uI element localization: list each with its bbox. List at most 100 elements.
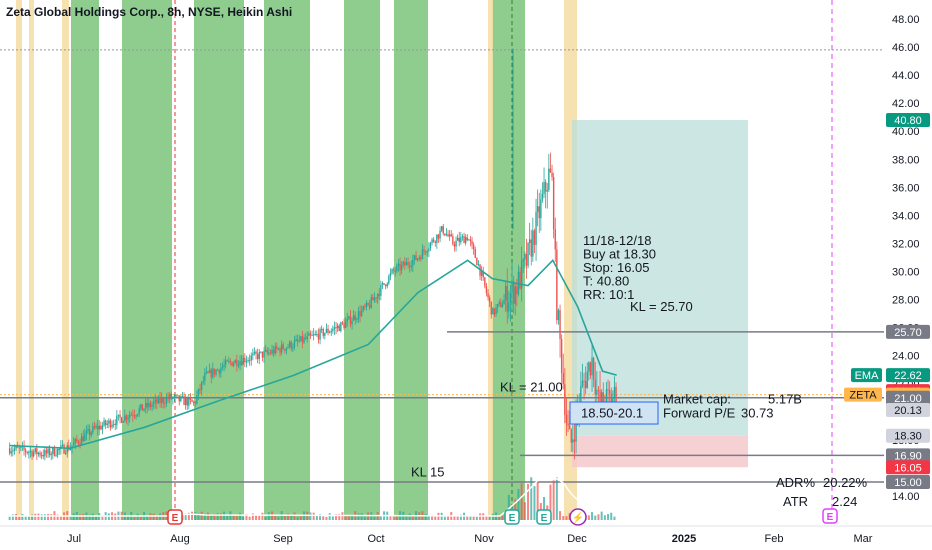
candle — [296, 339, 299, 342]
volume-bar — [299, 515, 302, 520]
candle — [152, 402, 155, 405]
candle — [466, 237, 468, 241]
volume-bar — [27, 516, 30, 520]
price-tick: 42.00 — [892, 98, 920, 110]
volume-bar — [59, 516, 62, 520]
volume-bar — [408, 513, 411, 520]
candle — [124, 415, 126, 422]
volume-bar — [610, 512, 613, 520]
candles — [8, 48, 617, 461]
candle — [157, 397, 160, 404]
trade-note: T: 40.80 — [583, 273, 629, 288]
candle — [421, 249, 424, 260]
candle — [216, 369, 219, 371]
volume-bar — [607, 514, 610, 520]
candle — [127, 417, 129, 420]
candle — [213, 368, 216, 375]
volume-bar — [517, 489, 520, 520]
price-tag — [886, 448, 930, 463]
candle — [612, 397, 614, 403]
candle — [503, 299, 505, 305]
candle — [314, 334, 316, 336]
candle — [500, 302, 502, 308]
time-tick: Aug — [170, 533, 190, 545]
candle — [552, 177, 555, 230]
candle — [608, 390, 611, 394]
candle — [322, 329, 324, 336]
volume-bar — [287, 513, 290, 520]
candle — [133, 415, 136, 417]
candle — [151, 404, 153, 407]
candle — [324, 332, 326, 336]
candle — [312, 334, 315, 336]
candle — [72, 442, 75, 446]
volume-bar — [559, 511, 562, 520]
candle — [44, 450, 46, 457]
candle — [588, 362, 590, 372]
candle — [176, 395, 179, 397]
candle — [378, 293, 380, 296]
candle — [47, 448, 49, 454]
price-tick: 48.00 — [892, 14, 920, 26]
candle — [48, 448, 51, 456]
candle — [562, 373, 564, 385]
time-axis[interactable]: Jul Aug Sep Oct Nov Dec 2025 Feb Mar — [0, 525, 932, 550]
candle — [316, 333, 318, 335]
volume-bar — [491, 513, 494, 520]
price-tag-value: 25.70 — [894, 327, 922, 339]
volume-bar — [139, 516, 142, 520]
candle — [256, 353, 259, 360]
candle — [455, 240, 457, 247]
candle — [492, 308, 494, 315]
candle — [207, 371, 209, 373]
price-tag-label-box — [851, 368, 882, 383]
candle — [359, 311, 361, 317]
grid — [174, 0, 833, 520]
volume-bar — [459, 514, 462, 520]
candle — [63, 444, 65, 454]
green-band — [344, 0, 380, 520]
candle — [191, 399, 193, 402]
candle — [530, 239, 532, 257]
volume-bar — [191, 511, 194, 520]
candle — [384, 284, 387, 287]
candle — [485, 286, 488, 294]
volume-bar — [479, 513, 482, 520]
volume-bar — [184, 513, 187, 520]
candle — [420, 257, 422, 260]
volume-bar — [536, 481, 539, 520]
volume-bar — [555, 477, 558, 520]
candle — [520, 260, 523, 289]
candle — [429, 242, 432, 249]
candle — [602, 392, 604, 406]
volume-bar — [312, 512, 315, 520]
candle — [597, 389, 600, 391]
price-tag-value: 20.13 — [894, 405, 922, 417]
candle — [599, 390, 601, 404]
yellow-band — [62, 0, 69, 520]
candle — [506, 285, 508, 312]
candle — [104, 420, 107, 425]
candle — [488, 297, 491, 302]
candle — [196, 395, 198, 404]
volume-bar — [594, 515, 597, 520]
green-band — [492, 0, 525, 520]
candle — [98, 425, 100, 430]
candle — [527, 242, 529, 266]
candle — [293, 340, 296, 348]
candle — [533, 230, 536, 245]
candle — [164, 403, 166, 405]
candle — [74, 439, 76, 443]
candle — [474, 249, 476, 258]
candle — [290, 341, 292, 349]
candle — [471, 241, 473, 245]
candle — [280, 344, 283, 353]
candle — [239, 361, 241, 366]
candle — [541, 193, 544, 200]
candle — [487, 293, 489, 298]
candle — [436, 234, 438, 243]
price-tick: 28.00 — [892, 295, 920, 307]
volume-bar — [456, 515, 459, 520]
